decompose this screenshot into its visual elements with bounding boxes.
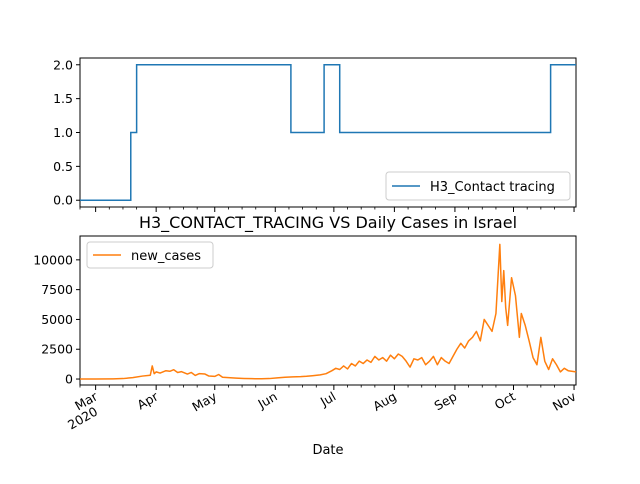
daily-cases-x-tick-label: Jul xyxy=(317,389,338,410)
daily-cases-series-line xyxy=(79,243,577,380)
contact-tracing-y-ticks: 0.0 0.5 1.0 1.5 2.0 xyxy=(53,57,80,208)
contact-tracing-legend: H3_Contact tracing xyxy=(385,171,571,201)
daily-cases-y-tick-label: 5000 xyxy=(41,312,73,327)
daily-cases-y-tick-label: 2500 xyxy=(41,342,73,357)
contact-tracing-x-ticks xyxy=(79,207,575,212)
daily-cases-panel: H3_CONTACT_TRACING VS Daily Cases in Isr… xyxy=(33,213,579,458)
daily-cases-legend-label: new_cases xyxy=(131,249,201,264)
contact-tracing-y-tick-label: 0.5 xyxy=(53,159,73,174)
daily-cases-y-tick-label: 0 xyxy=(65,372,73,387)
chart-title: H3_CONTACT_TRACING VS Daily Cases in Isr… xyxy=(139,213,517,233)
contact-tracing-panel: 0.0 0.5 1.0 1.5 2.0 H3_Contact tracing xyxy=(53,57,577,212)
daily-cases-legend: new_cases xyxy=(86,241,214,269)
contact-tracing-legend-box xyxy=(385,171,571,201)
contact-tracing-legend-label: H3_Contact tracing xyxy=(430,180,555,195)
contact-tracing-y-tick-label: 2.0 xyxy=(53,57,73,72)
daily-cases-axes-frame xyxy=(79,235,577,386)
daily-cases-y-tick-label: 7500 xyxy=(41,282,73,297)
contact-tracing-y-tick-label: 1.0 xyxy=(53,125,73,140)
contact-tracing-y-tick-label: 0.0 xyxy=(53,193,73,208)
contact-tracing-y-tick-label: 1.5 xyxy=(53,91,73,106)
x-axis-label: Date xyxy=(312,443,343,458)
contact-tracing-series-line xyxy=(80,64,576,201)
daily-cases-y-tick-label: 10000 xyxy=(33,252,73,267)
daily-cases-y-ticks: 0 2500 5000 7500 10000 xyxy=(33,252,80,387)
daily-cases-legend-box xyxy=(86,241,214,269)
